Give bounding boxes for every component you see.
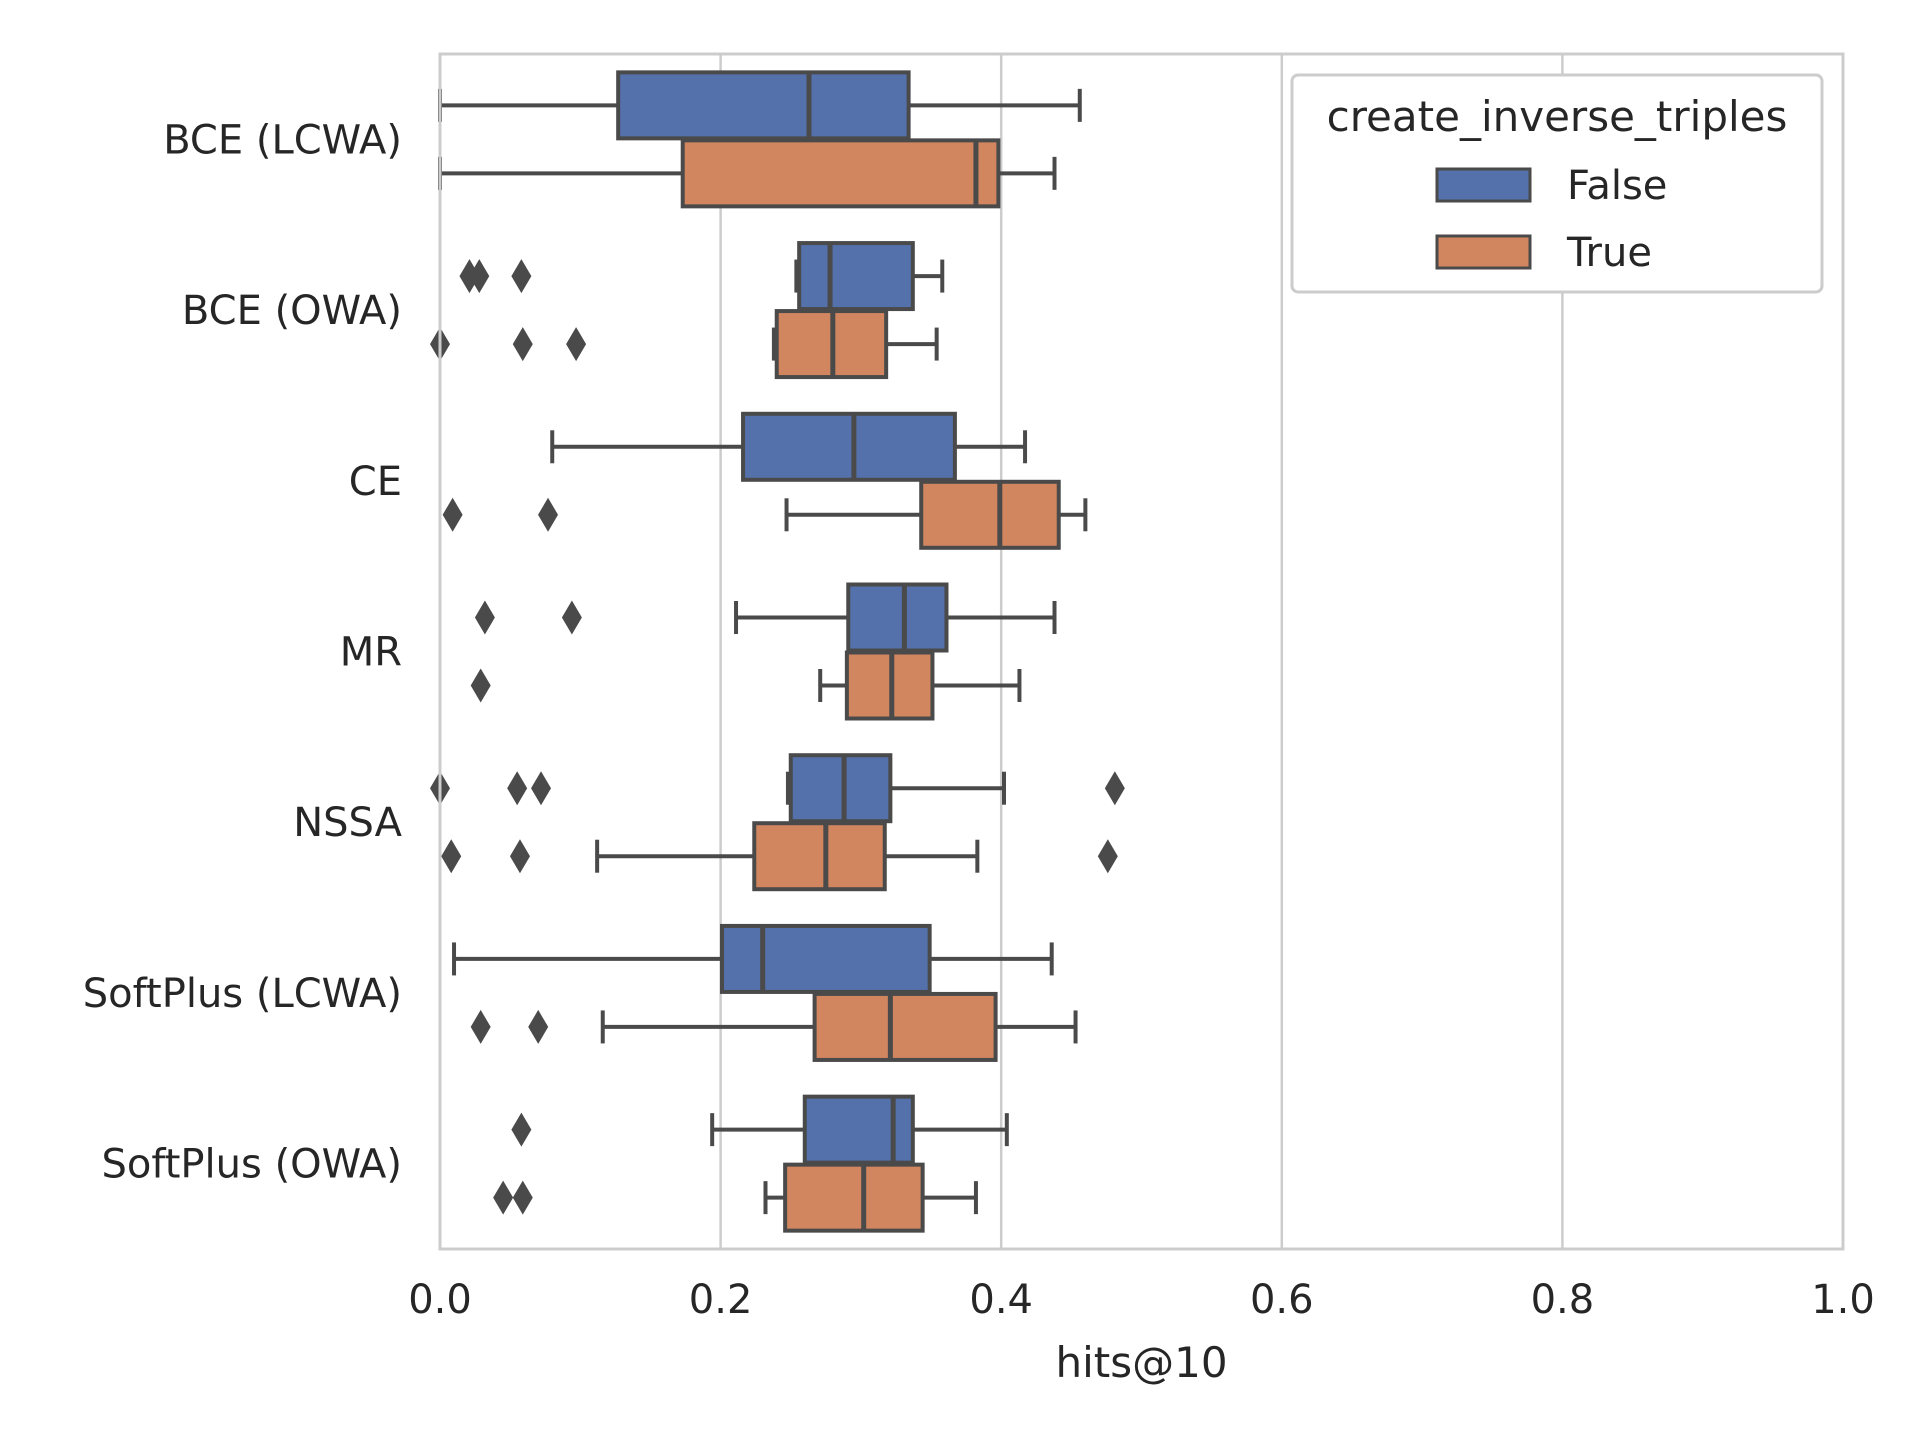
box-iqr [797,241,915,312]
y-tick-label: BCE (LCWA) [163,117,402,163]
box-true-3 [470,650,1022,721]
box-false-5 [452,923,1054,994]
x-tick-label: 1.0 [1811,1277,1875,1323]
legend-label-true: True [1566,230,1652,276]
box-iqr [616,70,911,141]
legend: create_inverse_triples False True [1290,73,1824,294]
outlier-point [507,771,528,806]
outlier-point [1097,839,1118,874]
outlier-point [512,1180,533,1215]
y-tick-label: SoftPlus (OWA) [102,1142,403,1188]
outlier-point [531,771,552,806]
outlier-point [528,1009,549,1044]
legend-frame [1290,73,1824,294]
outlier-point [1104,771,1125,806]
box-false-1 [459,241,945,312]
outlier-point [561,600,582,635]
y-tick-labels: BCE (LCWA) BCE (OWA) CE MR NSSA SoftPlus (LCW… [83,117,403,1187]
outlier-point [509,839,530,874]
legend-label-false: False [1567,163,1667,209]
y-tick-label: BCE (OWA) [182,288,402,334]
outlier-point [566,327,587,362]
y-tick-label: MR [340,630,402,676]
outlier-point [511,259,532,294]
box-iqr [802,1094,915,1165]
box-iqr [680,138,1001,209]
x-tick-label: 0.0 [408,1277,472,1323]
outlier-point [442,497,463,532]
box-iqr [919,479,1061,550]
x-tick-labels: 0.0 0.2 0.4 0.6 0.8 1.0 [408,1277,1875,1323]
outlier-point [469,259,490,294]
y-tick-label: NSSA [293,800,402,846]
x-tick-label: 0.2 [689,1277,753,1323]
box-false-4 [430,753,1125,824]
box-false-3 [474,582,1057,653]
y-tick-label: SoftPlus (LCWA) [83,971,402,1017]
box-iqr [720,923,932,994]
legend-title: create_inverse_triples [1327,92,1788,141]
y-tick-label: CE [349,459,402,505]
outlier-point [512,327,533,362]
box-true-4 [441,821,1118,892]
boxes [430,70,1125,1233]
legend-entries: False True [1435,163,1667,276]
outlier-point [441,839,462,874]
outlier-point [511,1112,532,1147]
box-iqr [812,991,998,1062]
box-false-2 [550,411,1028,482]
box-true-2 [442,479,1088,550]
box-iqr [788,753,893,824]
plot-frame [438,52,1845,1251]
box-true-5 [470,991,1078,1062]
legend-swatch-true [1435,234,1532,270]
outlier-point [470,1009,491,1044]
box-iqr [846,582,949,653]
outlier-point [470,668,491,703]
legend-swatch-false [1435,167,1532,203]
box-false-0 [438,70,1082,141]
x-tick-label: 0.4 [969,1277,1033,1323]
x-tick-label: 0.8 [1531,1277,1595,1323]
outlier-point [493,1180,514,1215]
outlier-point [474,600,495,635]
box-false-6 [511,1094,1009,1165]
outlier-point [538,497,559,532]
x-tick-label: 0.6 [1250,1277,1314,1323]
box-true-0 [438,138,1057,209]
box-iqr [783,1162,925,1233]
x-axis-title: hits@10 [1055,1338,1227,1387]
box-true-6 [493,1162,978,1233]
box-iqr [752,821,887,892]
box-iqr [741,411,957,482]
box-true-1 [430,309,939,380]
